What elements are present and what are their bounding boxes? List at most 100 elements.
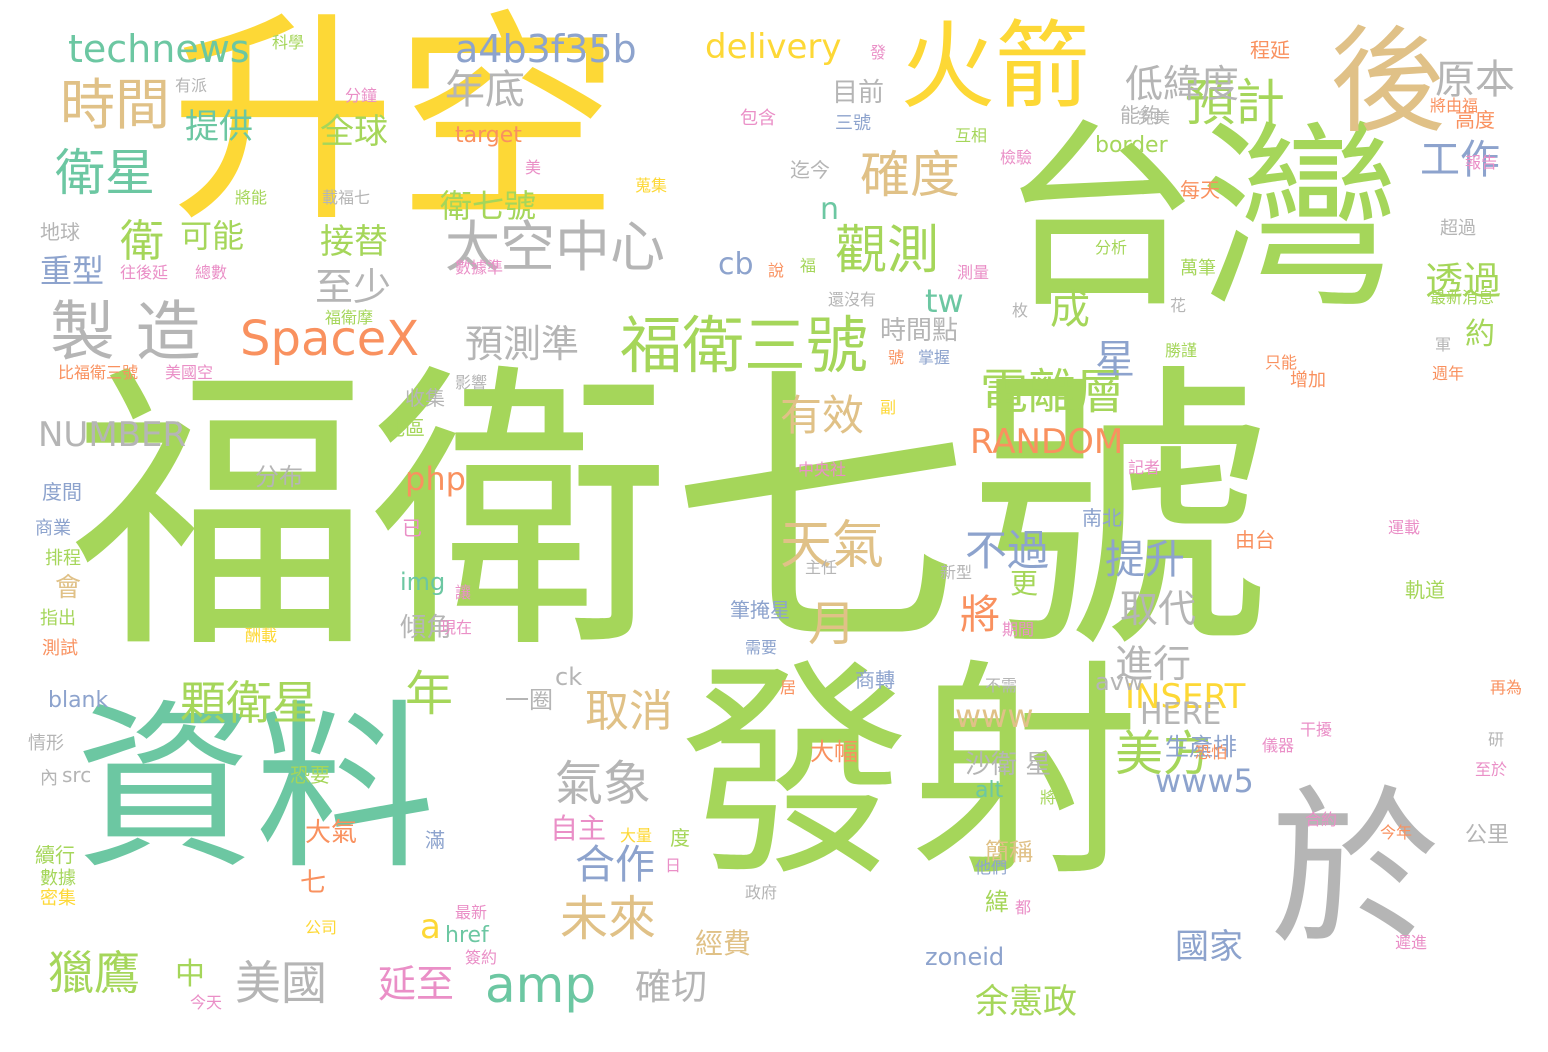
word-56: 取代 bbox=[1120, 587, 1197, 631]
word-6: 後 bbox=[1330, 15, 1446, 149]
word-53: 不過 bbox=[965, 526, 1050, 575]
word-135: 研 bbox=[1488, 730, 1505, 749]
word-11: 衛星 bbox=[55, 144, 155, 202]
word-69: tw bbox=[925, 282, 964, 320]
word-91: alt bbox=[975, 778, 1004, 803]
word-183: 週年 bbox=[1432, 364, 1465, 383]
word-182: 只能 bbox=[1265, 353, 1298, 372]
word-141: 今年 bbox=[1380, 823, 1413, 842]
word-33: 低緯度 bbox=[1125, 62, 1240, 106]
word-136: 至於 bbox=[1475, 760, 1508, 779]
word-137: 儀器 bbox=[1262, 736, 1295, 755]
word-54: 提升 bbox=[1105, 537, 1185, 583]
word-103: 排程 bbox=[45, 548, 81, 569]
word-190: 迄今 bbox=[790, 158, 830, 182]
word-50: 有效 bbox=[780, 391, 865, 440]
word-196: 發 bbox=[870, 43, 887, 62]
word-83: 大幅 bbox=[810, 738, 858, 766]
word-144: 遲進 bbox=[1395, 933, 1428, 952]
word-153: 政府 bbox=[745, 883, 778, 902]
word-167: 主任 bbox=[805, 558, 838, 577]
word-93: blank bbox=[48, 688, 109, 713]
word-87: 傾角 bbox=[400, 613, 453, 643]
word-134: 軌道 bbox=[1405, 578, 1445, 602]
word-185: 枚 bbox=[1012, 301, 1029, 320]
word-86: 會 bbox=[55, 573, 82, 603]
word-112: 分鐘 bbox=[345, 86, 378, 105]
word-10: 時間 bbox=[60, 73, 171, 137]
word-2: 發射 bbox=[680, 641, 1141, 908]
word-95: border bbox=[1095, 133, 1168, 158]
word-161: 不需 bbox=[985, 676, 1018, 695]
word-79: 簡稱 bbox=[985, 838, 1033, 866]
word-173: 能夠 bbox=[1120, 103, 1160, 127]
word-140: 合約 bbox=[1305, 810, 1338, 829]
word-142: 公里 bbox=[1465, 823, 1510, 848]
word-162: 酬載 bbox=[245, 626, 278, 645]
word-121: 美國空 bbox=[165, 363, 214, 382]
word-80: 緯 bbox=[985, 888, 1009, 916]
word-60: www bbox=[955, 697, 1034, 735]
word-75: 經費 bbox=[695, 927, 752, 960]
word-158: 居 bbox=[780, 678, 797, 697]
word-7: 火箭 bbox=[900, 12, 1091, 122]
word-169: 程延 bbox=[1250, 38, 1290, 62]
word-191: 三號 bbox=[835, 113, 871, 134]
word-109: 數據 bbox=[40, 868, 76, 889]
word-77: 沙衛 星 bbox=[965, 750, 1052, 780]
word-194: 蒐集 bbox=[635, 176, 668, 195]
word-154: 最新 bbox=[455, 903, 488, 922]
word-174: 每天 bbox=[1180, 178, 1220, 202]
word-84: 大氣 bbox=[305, 818, 358, 848]
word-38: 工作 bbox=[1420, 137, 1500, 183]
word-14: SpaceX bbox=[240, 311, 420, 367]
word-172: 完美 bbox=[1138, 108, 1171, 127]
word-138: 干擾 bbox=[1300, 720, 1333, 739]
word-36: 提供 bbox=[185, 107, 253, 147]
word-123: 數據準 bbox=[455, 258, 504, 277]
word-160: 需要 bbox=[745, 638, 778, 657]
word-147: 將以 bbox=[1040, 788, 1073, 807]
word-64: 余憲政 bbox=[975, 982, 1077, 1022]
word-3: 資料 bbox=[75, 685, 436, 894]
word-146: 他們 bbox=[975, 858, 1008, 877]
word-28: 取消 bbox=[585, 686, 673, 737]
word-5: 於 bbox=[1270, 771, 1441, 969]
word-34: 原本 bbox=[1435, 57, 1515, 103]
word-176: 超過 bbox=[1440, 218, 1476, 239]
word-195: 美 bbox=[525, 158, 542, 177]
word-46: 預測準 bbox=[465, 322, 580, 366]
word-78: 生產排 bbox=[1165, 733, 1237, 761]
word-88: img bbox=[400, 568, 446, 596]
word-166: 新型 bbox=[940, 563, 973, 582]
word-97: 分布 bbox=[255, 463, 303, 491]
word-61: www5 bbox=[1155, 762, 1254, 800]
word-130: 已 bbox=[402, 516, 422, 540]
word-180: 軍 bbox=[1435, 335, 1452, 354]
word-32: 年底 bbox=[445, 67, 525, 113]
word-139: 恐怕 bbox=[1195, 743, 1228, 762]
word-115: 將能 bbox=[235, 188, 268, 207]
word-170: 將由福 bbox=[1430, 96, 1479, 115]
word-62: 合作 bbox=[575, 842, 655, 888]
word-65: 國家 bbox=[1175, 927, 1243, 967]
word-39: 可能 bbox=[180, 217, 245, 255]
word-22: 未來 bbox=[560, 891, 657, 947]
word-159: 商轉 bbox=[855, 668, 895, 692]
word-184: 增加 bbox=[1290, 370, 1326, 391]
word-188: 檢驗 bbox=[1000, 148, 1033, 167]
word-76: 自主 bbox=[550, 812, 607, 845]
word-66: 確切 bbox=[635, 967, 708, 1008]
word-8: 製 造 bbox=[50, 295, 201, 370]
word-43: 至少 bbox=[315, 265, 392, 309]
word-99: 收集 bbox=[405, 386, 445, 410]
word-42: 重型 bbox=[40, 252, 105, 290]
word-120: 比福衛三號 bbox=[58, 363, 139, 382]
word-122: 影響 bbox=[455, 373, 488, 392]
word-131: 南北 bbox=[1082, 506, 1122, 530]
word-12: 觀測 bbox=[835, 221, 940, 281]
word-35: 衛 bbox=[120, 216, 164, 267]
word-104: 指出 bbox=[40, 608, 76, 629]
word-9: 福衛三號 bbox=[620, 309, 869, 382]
